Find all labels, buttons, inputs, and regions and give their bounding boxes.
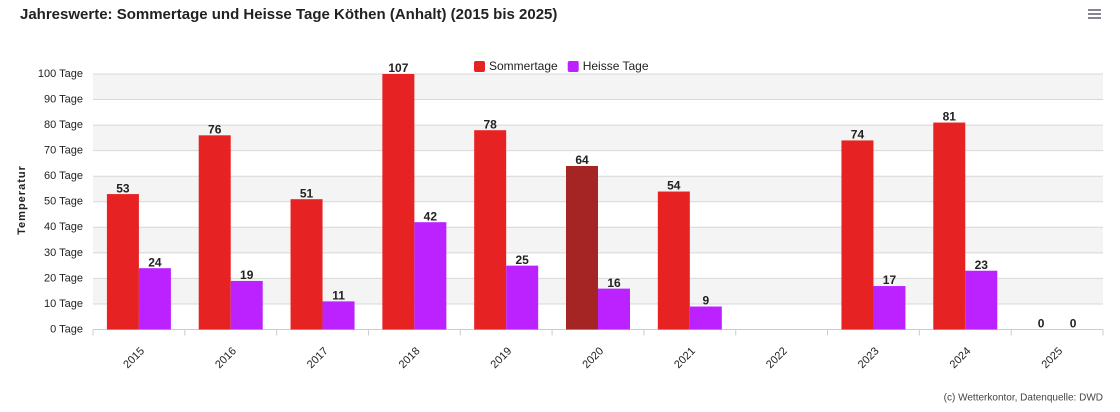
bar [566, 165, 598, 330]
bar [657, 191, 690, 330]
bar [382, 74, 415, 330]
legend-swatch [474, 61, 485, 72]
bar [414, 222, 447, 330]
value-label: 74 [851, 128, 865, 142]
legend-label: Heisse Tage [583, 59, 649, 73]
bar [598, 288, 630, 330]
value-label: 0 [1038, 317, 1045, 331]
value-label: 51 [300, 186, 314, 200]
y-tick-label: 50 Tage [44, 196, 83, 208]
value-label: 24 [148, 255, 162, 269]
grid-band [93, 74, 1103, 100]
bar [506, 265, 539, 330]
value-label: 42 [424, 209, 438, 223]
bar [933, 122, 966, 330]
value-label: 0 [1070, 317, 1077, 331]
y-tick-label: 80 Tage [44, 119, 83, 131]
legend-label: Sommertage [489, 59, 558, 73]
value-label: 78 [484, 117, 498, 131]
y-tick-label: 60 Tage [44, 170, 83, 182]
chart-title: Jahreswerte: Sommertage und Heisse Tage … [20, 6, 557, 23]
x-tick-label: 2020 [580, 345, 606, 371]
y-tick-label: 10 Tage [44, 298, 83, 310]
bar [230, 280, 263, 330]
y-tick-label: 90 Tage [44, 93, 83, 105]
value-label: 11 [332, 289, 345, 303]
x-tick-label: 2016 [213, 345, 239, 371]
y-tick-label: 20 Tage [44, 272, 83, 284]
plot-area [106, 74, 998, 330]
y-tick-label: 70 Tage [44, 145, 83, 157]
y-axis-title: Temperatur [16, 165, 28, 235]
x-tick-label: 2015 [121, 345, 147, 371]
value-label: 23 [975, 258, 989, 272]
value-label: 16 [607, 276, 621, 290]
bar [689, 306, 722, 330]
credit: (c) Wetterkontor, Datenquelle: DWD [944, 393, 1103, 404]
bar [106, 194, 139, 330]
bar [290, 199, 323, 330]
bar [965, 270, 998, 330]
bar [474, 130, 507, 330]
menu-icon[interactable] [1088, 9, 1101, 19]
value-label: 25 [516, 253, 530, 267]
bar [841, 140, 874, 330]
x-tick-label: 2017 [305, 345, 331, 371]
value-label: 76 [208, 122, 222, 136]
value-label: 19 [240, 268, 254, 282]
y-tick-label: 0 Tage [50, 323, 83, 335]
x-tick-label: 2022 [764, 345, 790, 371]
bar [198, 135, 231, 330]
legend-swatch [567, 61, 579, 72]
x-tick-label: 2023 [856, 345, 882, 371]
value-label: 107 [388, 61, 408, 75]
y-tick-label: 30 Tage [44, 247, 83, 259]
value-label: 53 [116, 181, 130, 195]
value-label: 81 [943, 110, 957, 124]
x-tick-label: 2025 [1039, 345, 1065, 371]
y-tick-label: 40 Tage [44, 221, 83, 233]
x-tick-label: 2019 [489, 345, 515, 371]
x-tick-label: 2024 [948, 345, 974, 371]
x-tick-label: 2021 [672, 345, 698, 371]
value-label: 9 [702, 294, 709, 308]
bar [138, 268, 171, 330]
x-tick-label: 2018 [397, 345, 423, 371]
value-label: 17 [883, 273, 897, 287]
bar [873, 286, 906, 330]
bar [322, 301, 355, 330]
value-label: 54 [667, 179, 681, 193]
y-tick-label: 100 Tage [38, 68, 83, 80]
value-label: 64 [575, 153, 589, 167]
